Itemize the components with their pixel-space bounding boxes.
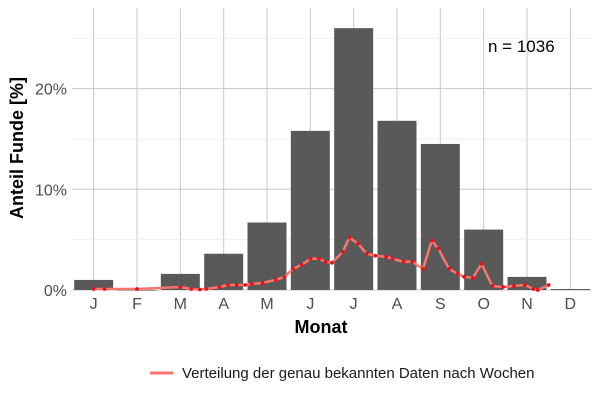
grid-lines bbox=[72, 8, 592, 291]
weekly-point bbox=[429, 238, 434, 243]
x-tick-label: N bbox=[521, 296, 533, 313]
weekly-point bbox=[204, 287, 209, 291]
weekly-point bbox=[226, 283, 230, 287]
x-tick-label: F bbox=[132, 296, 142, 313]
weekly-point bbox=[410, 259, 415, 264]
weekly-point bbox=[512, 284, 516, 288]
x-tick-label: O bbox=[477, 296, 489, 313]
weekly-point bbox=[243, 283, 248, 287]
weekly-point bbox=[364, 251, 369, 256]
weekly-point bbox=[462, 275, 467, 279]
weekly-point bbox=[189, 287, 194, 291]
weekly-point bbox=[373, 253, 378, 258]
weekly-point bbox=[436, 246, 441, 251]
x-tick-label: M bbox=[174, 296, 187, 313]
weekly-point bbox=[535, 288, 540, 292]
bars bbox=[74, 28, 590, 291]
weekly-point bbox=[546, 283, 551, 287]
weekly-point bbox=[197, 287, 202, 292]
annotation-n: n = 1036 bbox=[488, 37, 555, 56]
bar bbox=[160, 273, 200, 290]
weekly-point bbox=[217, 285, 222, 289]
x-tick-label: D bbox=[565, 296, 577, 313]
weekly-point bbox=[390, 256, 395, 261]
bar bbox=[290, 130, 330, 290]
weekly-point bbox=[421, 266, 425, 271]
weekly-point bbox=[249, 282, 254, 286]
weekly-point bbox=[291, 266, 295, 271]
weekly-point bbox=[501, 285, 506, 289]
weekly-point bbox=[356, 241, 360, 246]
weekly-point bbox=[447, 266, 451, 271]
weekly-point bbox=[531, 287, 536, 291]
y-tick-label: 0% bbox=[44, 283, 67, 300]
weekly-point bbox=[479, 261, 484, 266]
x-tick-label: S bbox=[435, 296, 446, 313]
weekly-point bbox=[299, 262, 304, 267]
x-tick-label: J bbox=[306, 296, 314, 313]
y-tick-labels: 0% 10% 20% bbox=[35, 82, 67, 300]
bar bbox=[464, 229, 504, 290]
bar bbox=[74, 279, 114, 290]
legend-label: Verteilung der genau bekannten Daten nac… bbox=[182, 365, 535, 382]
weekly-point bbox=[490, 284, 495, 288]
weekly-point bbox=[91, 287, 96, 291]
x-axis-title: Monat bbox=[295, 317, 348, 337]
weekly-point bbox=[522, 283, 527, 287]
bar bbox=[247, 222, 287, 290]
x-tick-label: M bbox=[260, 296, 273, 313]
y-tick-label: 10% bbox=[35, 182, 67, 199]
weekly-point bbox=[470, 276, 475, 280]
bar bbox=[377, 120, 417, 290]
weekly-point bbox=[317, 256, 321, 261]
weekly-point bbox=[384, 254, 389, 259]
weekly-point bbox=[135, 287, 139, 291]
weekly-point bbox=[455, 271, 460, 276]
bar bbox=[420, 143, 460, 290]
x-tick-label: A bbox=[218, 296, 229, 313]
weekly-point bbox=[102, 287, 107, 291]
weekly-point bbox=[178, 285, 183, 289]
weekly-point bbox=[282, 275, 287, 279]
y-axis-title: Anteil Funde [%] bbox=[7, 77, 27, 219]
weekly-point bbox=[273, 278, 278, 282]
x-tick-label: A bbox=[392, 296, 403, 313]
weekly-point bbox=[260, 281, 265, 285]
weekly-points bbox=[91, 235, 551, 292]
weekly-point bbox=[340, 249, 345, 254]
weekly-point bbox=[401, 259, 406, 264]
weekly-point bbox=[308, 256, 313, 261]
weekly-point bbox=[323, 259, 328, 264]
x-tick-label: J bbox=[90, 296, 98, 313]
x-tick-label: J bbox=[350, 296, 358, 313]
weekly-point bbox=[234, 283, 239, 287]
weekly-point bbox=[330, 260, 334, 265]
legend: Verteilung der genau bekannten Daten nac… bbox=[150, 365, 535, 382]
weekly-point bbox=[347, 235, 352, 240]
y-tick-label: 20% bbox=[35, 82, 67, 99]
bar bbox=[550, 288, 590, 290]
bar bbox=[334, 28, 374, 291]
